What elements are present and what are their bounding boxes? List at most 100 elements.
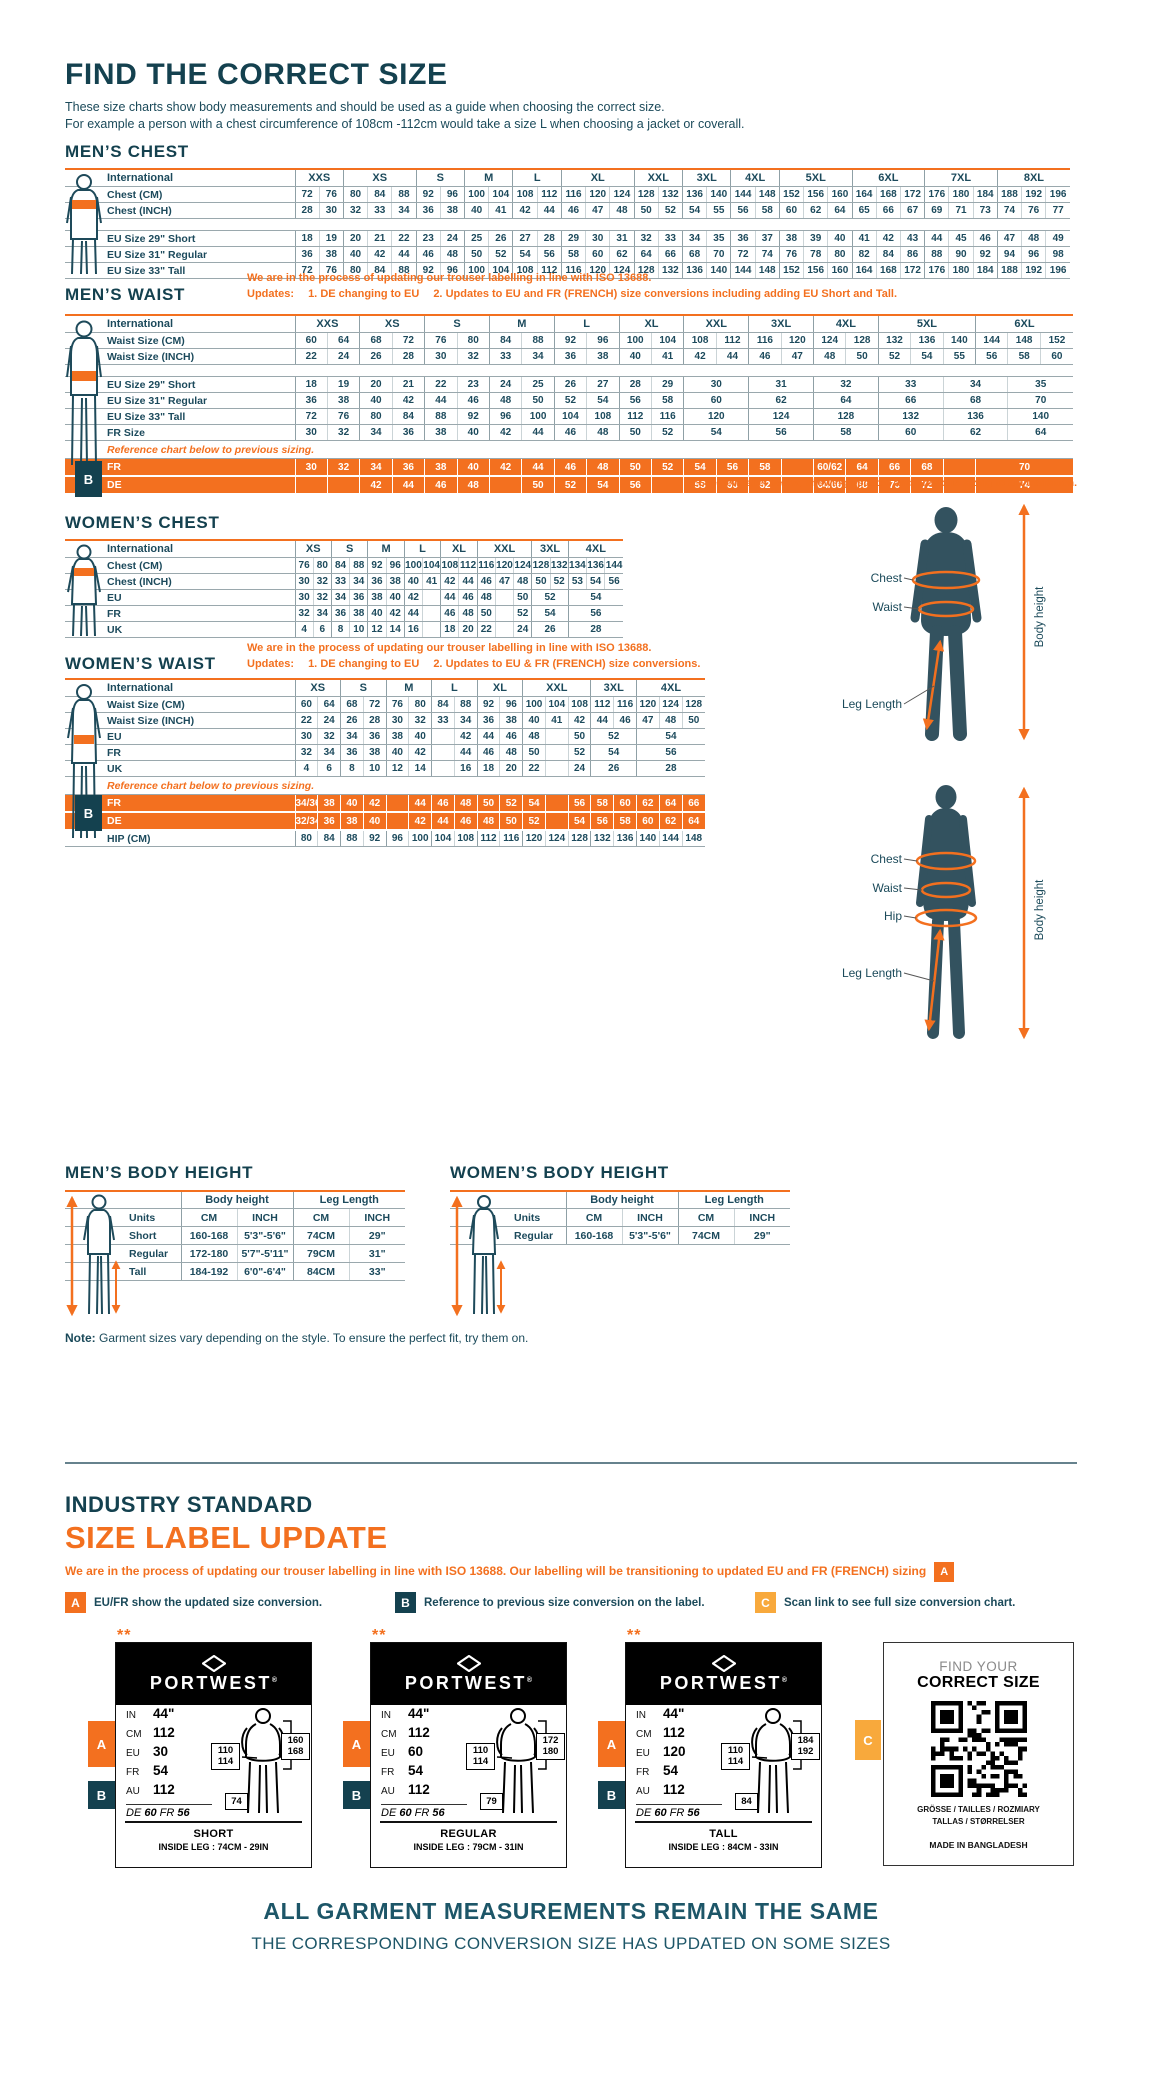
size-group-header: Body height (565, 1191, 678, 1209)
size-value-cell: 6'0"-6'4" (236, 1262, 293, 1281)
previous-sizing-line: DE 60 FR 56 (126, 1804, 212, 1819)
size-value-cell: 67 (899, 202, 925, 219)
size-value-cell: 30 (585, 230, 610, 247)
size-value-cell: 77 (1045, 202, 1070, 219)
iso-update-note: We are in the process of updating our tr… (247, 642, 701, 670)
size-table: Body height Leg Length Units CM INCH CM INCH Sh… (65, 1190, 405, 1281)
size-value-cell: 148 (1007, 332, 1041, 349)
size-value-cell (422, 605, 441, 622)
size-value-cell: 104 (422, 557, 441, 574)
size-group-header: Leg Length (677, 1191, 790, 1209)
row-label: Waist Size (CM) (65, 696, 295, 713)
size-value-cell: 84CM (292, 1262, 349, 1281)
size-value-cell: CM (292, 1208, 349, 1227)
size-value-cell: 32 (408, 712, 432, 729)
size-value-cell: 88 (521, 332, 555, 349)
size-group-header: XXS (294, 315, 360, 333)
size-value-cell: 70 (975, 458, 1073, 477)
size-value-cell: 58 (683, 476, 717, 495)
size-value-cell: 112 (590, 696, 614, 713)
womens-bh-table-wrap: Body height Leg Length Units CM INCH CM INCH Re… (450, 1190, 790, 1317)
size-value-cell: 76 (385, 696, 409, 713)
size-value-cell: 46 (458, 589, 478, 606)
update-heading-block: INDUSTRY STANDARD SIZE LABEL UPDATE (65, 1492, 388, 1556)
size-value-cell (494, 605, 514, 622)
size-value-cell: 62 (748, 476, 782, 495)
size-value-cell: 128 (531, 557, 551, 574)
size-value-cell: 98 (1045, 246, 1070, 263)
size-value-cell: 66 (875, 202, 901, 219)
size-value-cell: 144 (604, 557, 623, 574)
fit-name: SHORT (193, 1828, 234, 1840)
size-value-cell: 40 (385, 589, 405, 606)
male-chest-icon (65, 173, 103, 282)
size-value-cell: 33 (431, 712, 455, 729)
size-value-cell: 116 (748, 332, 782, 349)
size-value-cell: 82 (851, 246, 877, 263)
section-heading: MEN’S WAIST (65, 285, 186, 304)
size-value-cell: 76 (318, 186, 344, 203)
size-value-cell: 188 (996, 186, 1022, 203)
size-value-cell (326, 476, 360, 495)
size-value-cell: 44 (924, 230, 949, 247)
size-value-cell: 53 (567, 573, 587, 590)
size-value-cell (544, 728, 569, 745)
size-value-cell: 42 (488, 424, 522, 441)
size-value-cell: 40 (456, 424, 490, 441)
size-value-cell: 60 (877, 424, 944, 441)
section-womens-body-height: WOMEN’S BODY HEIGHT Body height Leg Lengt… (450, 1163, 790, 1317)
row-label: FR (65, 605, 295, 622)
size-value-cell: 60 (683, 392, 749, 409)
size-value-cell: 36 (391, 424, 425, 441)
row-label: DE (65, 476, 295, 495)
body-height-label: Body height (1034, 879, 1046, 941)
size-value-cell (942, 476, 976, 495)
waist-label: Waist (872, 881, 902, 895)
size-value-cell: 84 (391, 408, 425, 425)
size-value-cell: 26 (340, 712, 364, 729)
size-group-header: L (431, 679, 478, 697)
figure-outline-icon (241, 1708, 292, 1814)
size-value-cell: INCH (621, 1208, 678, 1227)
size-value-cell: 10 (349, 621, 368, 638)
size-value-cell: 36 (317, 812, 341, 831)
size-value-cell (780, 458, 814, 477)
find-your-label: FIND YOUR (939, 1659, 1018, 1674)
size-value-cell: 192 (1021, 186, 1046, 203)
size-value-cell: 19 (326, 376, 360, 393)
size-value-cell: 48 (586, 424, 620, 441)
size-value-cell: 104 (488, 186, 513, 203)
legend-item-a: A EU/FR show the updated size conversion… (65, 1592, 322, 1613)
asterisks: ** (627, 1627, 642, 1644)
size-value-cell (544, 812, 569, 831)
size-value-cell: 128 (845, 332, 879, 349)
size-value-cell: 20 (342, 230, 368, 247)
size-value-cell: 48 (453, 794, 478, 813)
size-value-cell: 76 (326, 408, 360, 425)
size-value-cell: 92 (367, 557, 387, 574)
size-value-cell: 112 (618, 408, 652, 425)
size-value-cell: 46 (415, 246, 441, 263)
size-value-cell (422, 589, 441, 606)
female-silhouette (903, 785, 1030, 1040)
size-value-cell: 80 (342, 186, 368, 203)
size-value-cell: 128 (681, 696, 705, 713)
size-value-cell: 42 (403, 589, 423, 606)
size-value-cell: 23 (456, 376, 490, 393)
size-value-cell: 40 (408, 728, 432, 745)
inside-leg: INSIDE LEG : 74CM - 29IN (158, 1842, 269, 1852)
size-value-cell: 38 (367, 589, 387, 606)
size-value-cell: 40 (367, 605, 387, 622)
size-value-cell: 116 (476, 557, 496, 574)
size-value-cell: 108 (567, 696, 591, 713)
size-value-cell: 29 (560, 230, 586, 247)
size-value-cell: 144 (658, 830, 683, 847)
size-value-cell: 36 (294, 246, 320, 263)
size-value-cell: 30 (318, 202, 344, 219)
row-label: EU (65, 589, 295, 606)
size-value-cell: 22 (522, 760, 546, 777)
waist-label: Waist (872, 600, 902, 614)
size-value-cell: 196 (1045, 262, 1070, 279)
label-figure: 110 114 172 180 79 (466, 1707, 565, 1819)
size-value-cell: 46 (499, 728, 523, 745)
